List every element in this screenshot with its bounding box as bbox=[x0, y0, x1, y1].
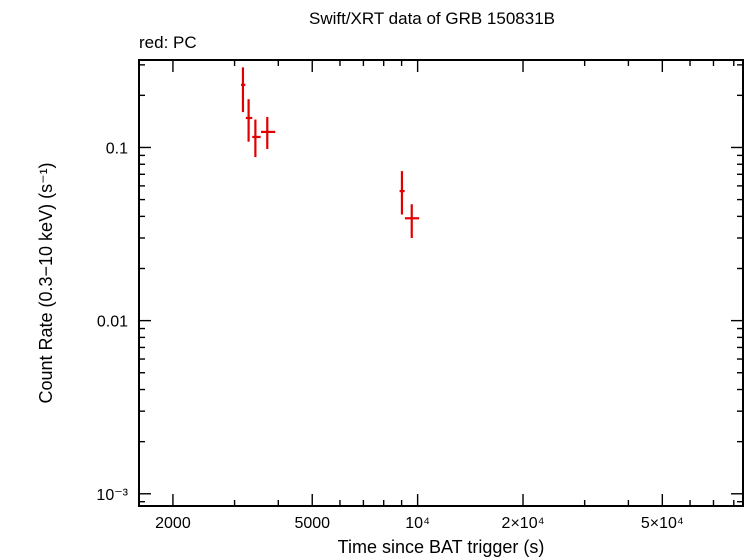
chart-title: Swift/XRT data of GRB 150831B bbox=[309, 9, 555, 28]
chart-subtitle: red: PC bbox=[139, 33, 197, 52]
tick-marks bbox=[139, 60, 743, 506]
x-tick-label: 5000 bbox=[294, 515, 330, 532]
data-point bbox=[261, 116, 276, 149]
y-tick-label: 10⁻³ bbox=[96, 487, 128, 504]
x-tick-label: 10⁴ bbox=[405, 515, 430, 532]
x-tick-label: 2×10⁴ bbox=[502, 515, 545, 532]
data-point bbox=[241, 67, 246, 113]
data-point bbox=[252, 119, 261, 158]
data-point bbox=[404, 204, 420, 239]
y-axis-label: Count Rate (0.3−10 keV) (s⁻¹) bbox=[36, 162, 56, 403]
y-tick-label: 0.01 bbox=[97, 314, 128, 331]
x-axis-label: Time since BAT trigger (s) bbox=[338, 537, 545, 557]
x-tick-label: 2000 bbox=[155, 515, 191, 532]
x-tick-label: 5×10⁴ bbox=[641, 515, 684, 532]
data-point bbox=[399, 171, 405, 215]
plot-frame bbox=[138, 59, 744, 507]
y-tick-label: 0.1 bbox=[106, 140, 128, 157]
tick-labels: 2000 5000 10⁴ 2×10⁴ 5×10⁴ 0.1 0.01 10⁻³ bbox=[96, 140, 683, 532]
data-point bbox=[245, 99, 253, 142]
data-points bbox=[241, 67, 420, 239]
